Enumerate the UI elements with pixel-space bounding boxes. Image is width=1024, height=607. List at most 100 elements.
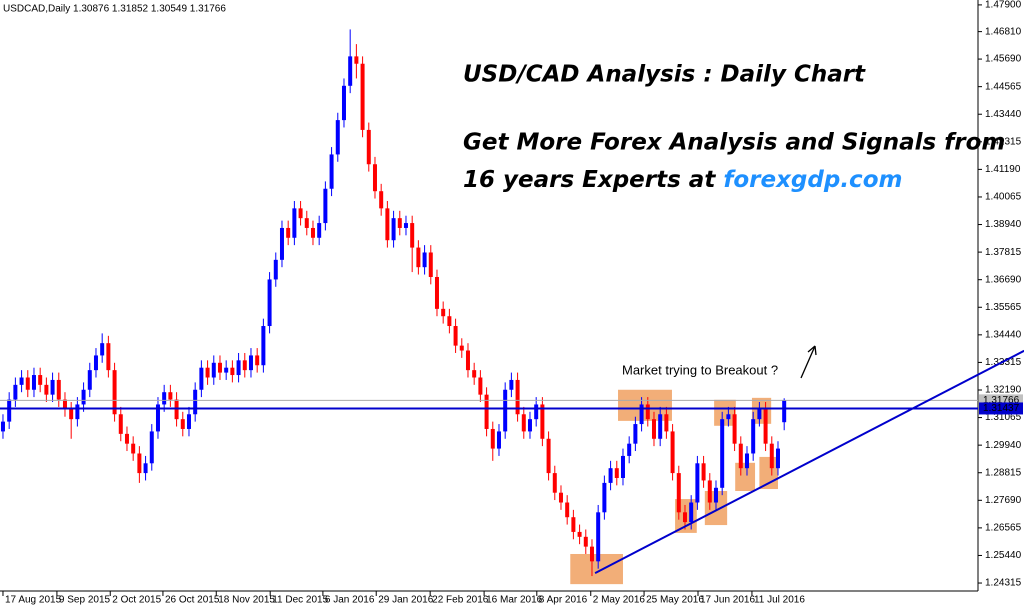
- candle-body: [515, 379, 520, 415]
- y-tick-label: 1.31065: [985, 412, 1022, 423]
- candle-body: [565, 502, 570, 518]
- y-tick-label: 1.44565: [985, 81, 1022, 92]
- y-tick-label: 1.32190: [985, 385, 1022, 396]
- y-tick-label: 1.25440: [985, 550, 1022, 561]
- y-tick-label: 1.24315: [985, 578, 1022, 589]
- candle-body: [44, 384, 49, 395]
- candle-body: [453, 326, 458, 346]
- candle-body: [540, 404, 545, 439]
- candle-body: [571, 517, 576, 532]
- y-tick-label: 1.41190: [985, 164, 1021, 175]
- x-tick-label: 18 Nov 2015: [218, 595, 275, 606]
- candle-body: [459, 345, 464, 351]
- candle-body: [242, 360, 247, 371]
- candle-body: [124, 433, 129, 444]
- chart-title: USD/CAD Analysis : Daily Chart: [463, 62, 866, 88]
- y-tick-label: 1.26565: [985, 523, 1022, 534]
- candle-body: [664, 414, 669, 432]
- candle-body: [397, 218, 402, 228]
- x-tick-label: 17 Jun 2016: [700, 595, 755, 606]
- candle-body: [695, 463, 700, 503]
- candle-body: [751, 419, 756, 454]
- annotation: Market trying to Breakout ?: [622, 362, 778, 377]
- promo-link: forexgdp.com: [723, 167, 902, 193]
- x-tick-label: 8 Apr 2016: [539, 595, 588, 606]
- candle-body: [763, 409, 768, 444]
- x-tick-label: 2 May 2016: [593, 595, 646, 606]
- candle-body: [465, 350, 470, 371]
- candle-body: [385, 208, 390, 241]
- candle-body: [577, 531, 582, 537]
- candle-body: [335, 120, 340, 155]
- x-tick-label: 16 Mar 2016: [486, 595, 543, 606]
- zone: [714, 399, 736, 426]
- candle-body: [81, 389, 86, 405]
- candle-body: [583, 536, 588, 547]
- x-tick-label: 9 Sep 2015: [59, 595, 111, 606]
- candle-body: [707, 480, 712, 503]
- candle-body: [360, 63, 365, 130]
- candle-body: [744, 453, 749, 469]
- candle-body: [31, 375, 36, 390]
- candle-body: [447, 316, 452, 327]
- candle-body: [769, 443, 774, 469]
- y-tick-label: 1.42315: [985, 136, 1022, 147]
- candle-body: [217, 362, 222, 373]
- candle-body: [273, 259, 278, 280]
- candle-body: [676, 473, 681, 513]
- candle-body: [137, 453, 142, 474]
- candle-body: [162, 392, 167, 405]
- candle-body: [261, 326, 266, 366]
- candle-body: [149, 431, 154, 464]
- candle-body: [168, 392, 173, 400]
- y-tick-label: 1.35565: [985, 302, 1022, 313]
- candle-body: [298, 208, 303, 219]
- candle-body: [472, 370, 477, 378]
- candle-body: [509, 379, 514, 390]
- candle-body: [670, 431, 675, 474]
- candle-body: [62, 399, 67, 410]
- candle-body: [186, 414, 191, 429]
- candle-body: [354, 56, 359, 64]
- y-tick-label: 1.28815: [985, 467, 1022, 478]
- candle-body: [292, 208, 297, 238]
- x-tick-label: 6 Jan 2016: [325, 595, 375, 606]
- y-tick-label: 1.36690: [985, 274, 1022, 285]
- candle-body: [757, 409, 762, 420]
- candle-body: [602, 482, 607, 513]
- trendline: [594, 349, 1024, 574]
- candle-body: [0, 421, 5, 432]
- candle-body: [131, 443, 136, 454]
- y-tick-label: 1.47900: [985, 0, 1022, 11]
- chart-header: USDCAD,Daily 1.30876 1.31852 1.30549 1.3…: [3, 4, 226, 15]
- y-tick-label: 1.29940: [985, 440, 1022, 451]
- x-tick-label: 29 Jan 2016: [378, 595, 433, 606]
- zone: [618, 389, 672, 421]
- candle-body: [521, 414, 526, 432]
- candle-body: [205, 367, 210, 378]
- candle-body: [422, 252, 427, 268]
- candle-body: [428, 252, 433, 277]
- candle-body: [682, 512, 687, 523]
- candle-body: [279, 227, 284, 260]
- candle-body: [93, 355, 98, 371]
- candle-body: [732, 414, 737, 444]
- candle-body: [112, 370, 117, 415]
- candle-body: [552, 473, 557, 493]
- x-tick-label: 11 Dec 2015: [272, 595, 328, 606]
- y-tick-label: 1.46810: [985, 26, 1022, 37]
- candle-body: [410, 223, 415, 248]
- candle-body: [645, 404, 650, 420]
- candle-body: [50, 379, 55, 395]
- candle-body: [19, 377, 24, 385]
- candle-body: [7, 399, 12, 422]
- candle-body: [403, 223, 408, 228]
- candle-body: [286, 227, 291, 238]
- x-tick-label: 17 Aug 2015: [5, 595, 62, 606]
- candle-body: [726, 414, 731, 420]
- zone: [735, 462, 756, 491]
- candle-body: [614, 468, 619, 478]
- promo-text: 16 years Experts at: [463, 167, 723, 193]
